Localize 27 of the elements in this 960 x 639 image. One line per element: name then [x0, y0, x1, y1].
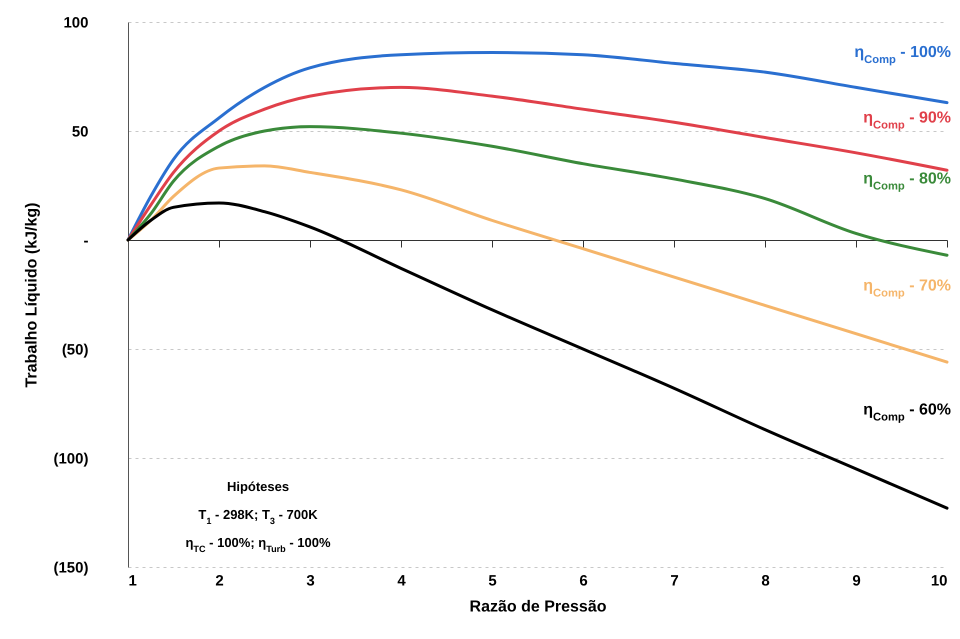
annotation: Hipóteses — [226, 479, 290, 494]
x-tick-label: 6 — [579, 572, 588, 590]
text: η$_{Comp}$ - 70% — [863, 277, 951, 300]
x-tick-label: 7 — [670, 572, 679, 590]
x-tick-label: 4 — [397, 572, 406, 590]
y-tick-label: 100 — [63, 14, 88, 32]
annotation: T$_{1}$ - 298K; T$_{3}$ - 700K — [198, 507, 318, 526]
y-tick-label: 50 — [72, 124, 88, 140]
y-tick-label: (100) — [53, 450, 88, 468]
series-label: η$_{Comp}$ - 100% — [854, 44, 951, 66]
x-tick-label: 10 — [930, 572, 948, 590]
line-series — [126, 201, 948, 510]
text: η$_{Comp}$ - 60% — [863, 402, 951, 424]
x-tick-label: 1 — [128, 572, 137, 590]
text: η$_{Comp}$ - 80% — [863, 170, 951, 193]
x-tick-label: 9 — [852, 572, 861, 590]
x-tick-label: 8 — [761, 572, 770, 590]
x-tick-label: 3 — [306, 572, 315, 590]
y-tick-label: - — [84, 232, 88, 250]
x-tick-label: 5 — [488, 572, 497, 590]
y-axis-title: Trabalho Líquido (kJ/kg) — [23, 202, 40, 388]
y-tick-label: (50) — [62, 342, 88, 358]
series-label: η$_{Comp}$ - 90% — [863, 110, 951, 132]
y-tick-label: (150) — [53, 560, 88, 576]
x-axis-title: Razão de Pressão — [470, 598, 607, 616]
annotation: η$_{TC}$ - 100%; η$_{Turb}$ - 100% — [185, 535, 331, 554]
x-tick-label: 2 — [215, 572, 224, 590]
